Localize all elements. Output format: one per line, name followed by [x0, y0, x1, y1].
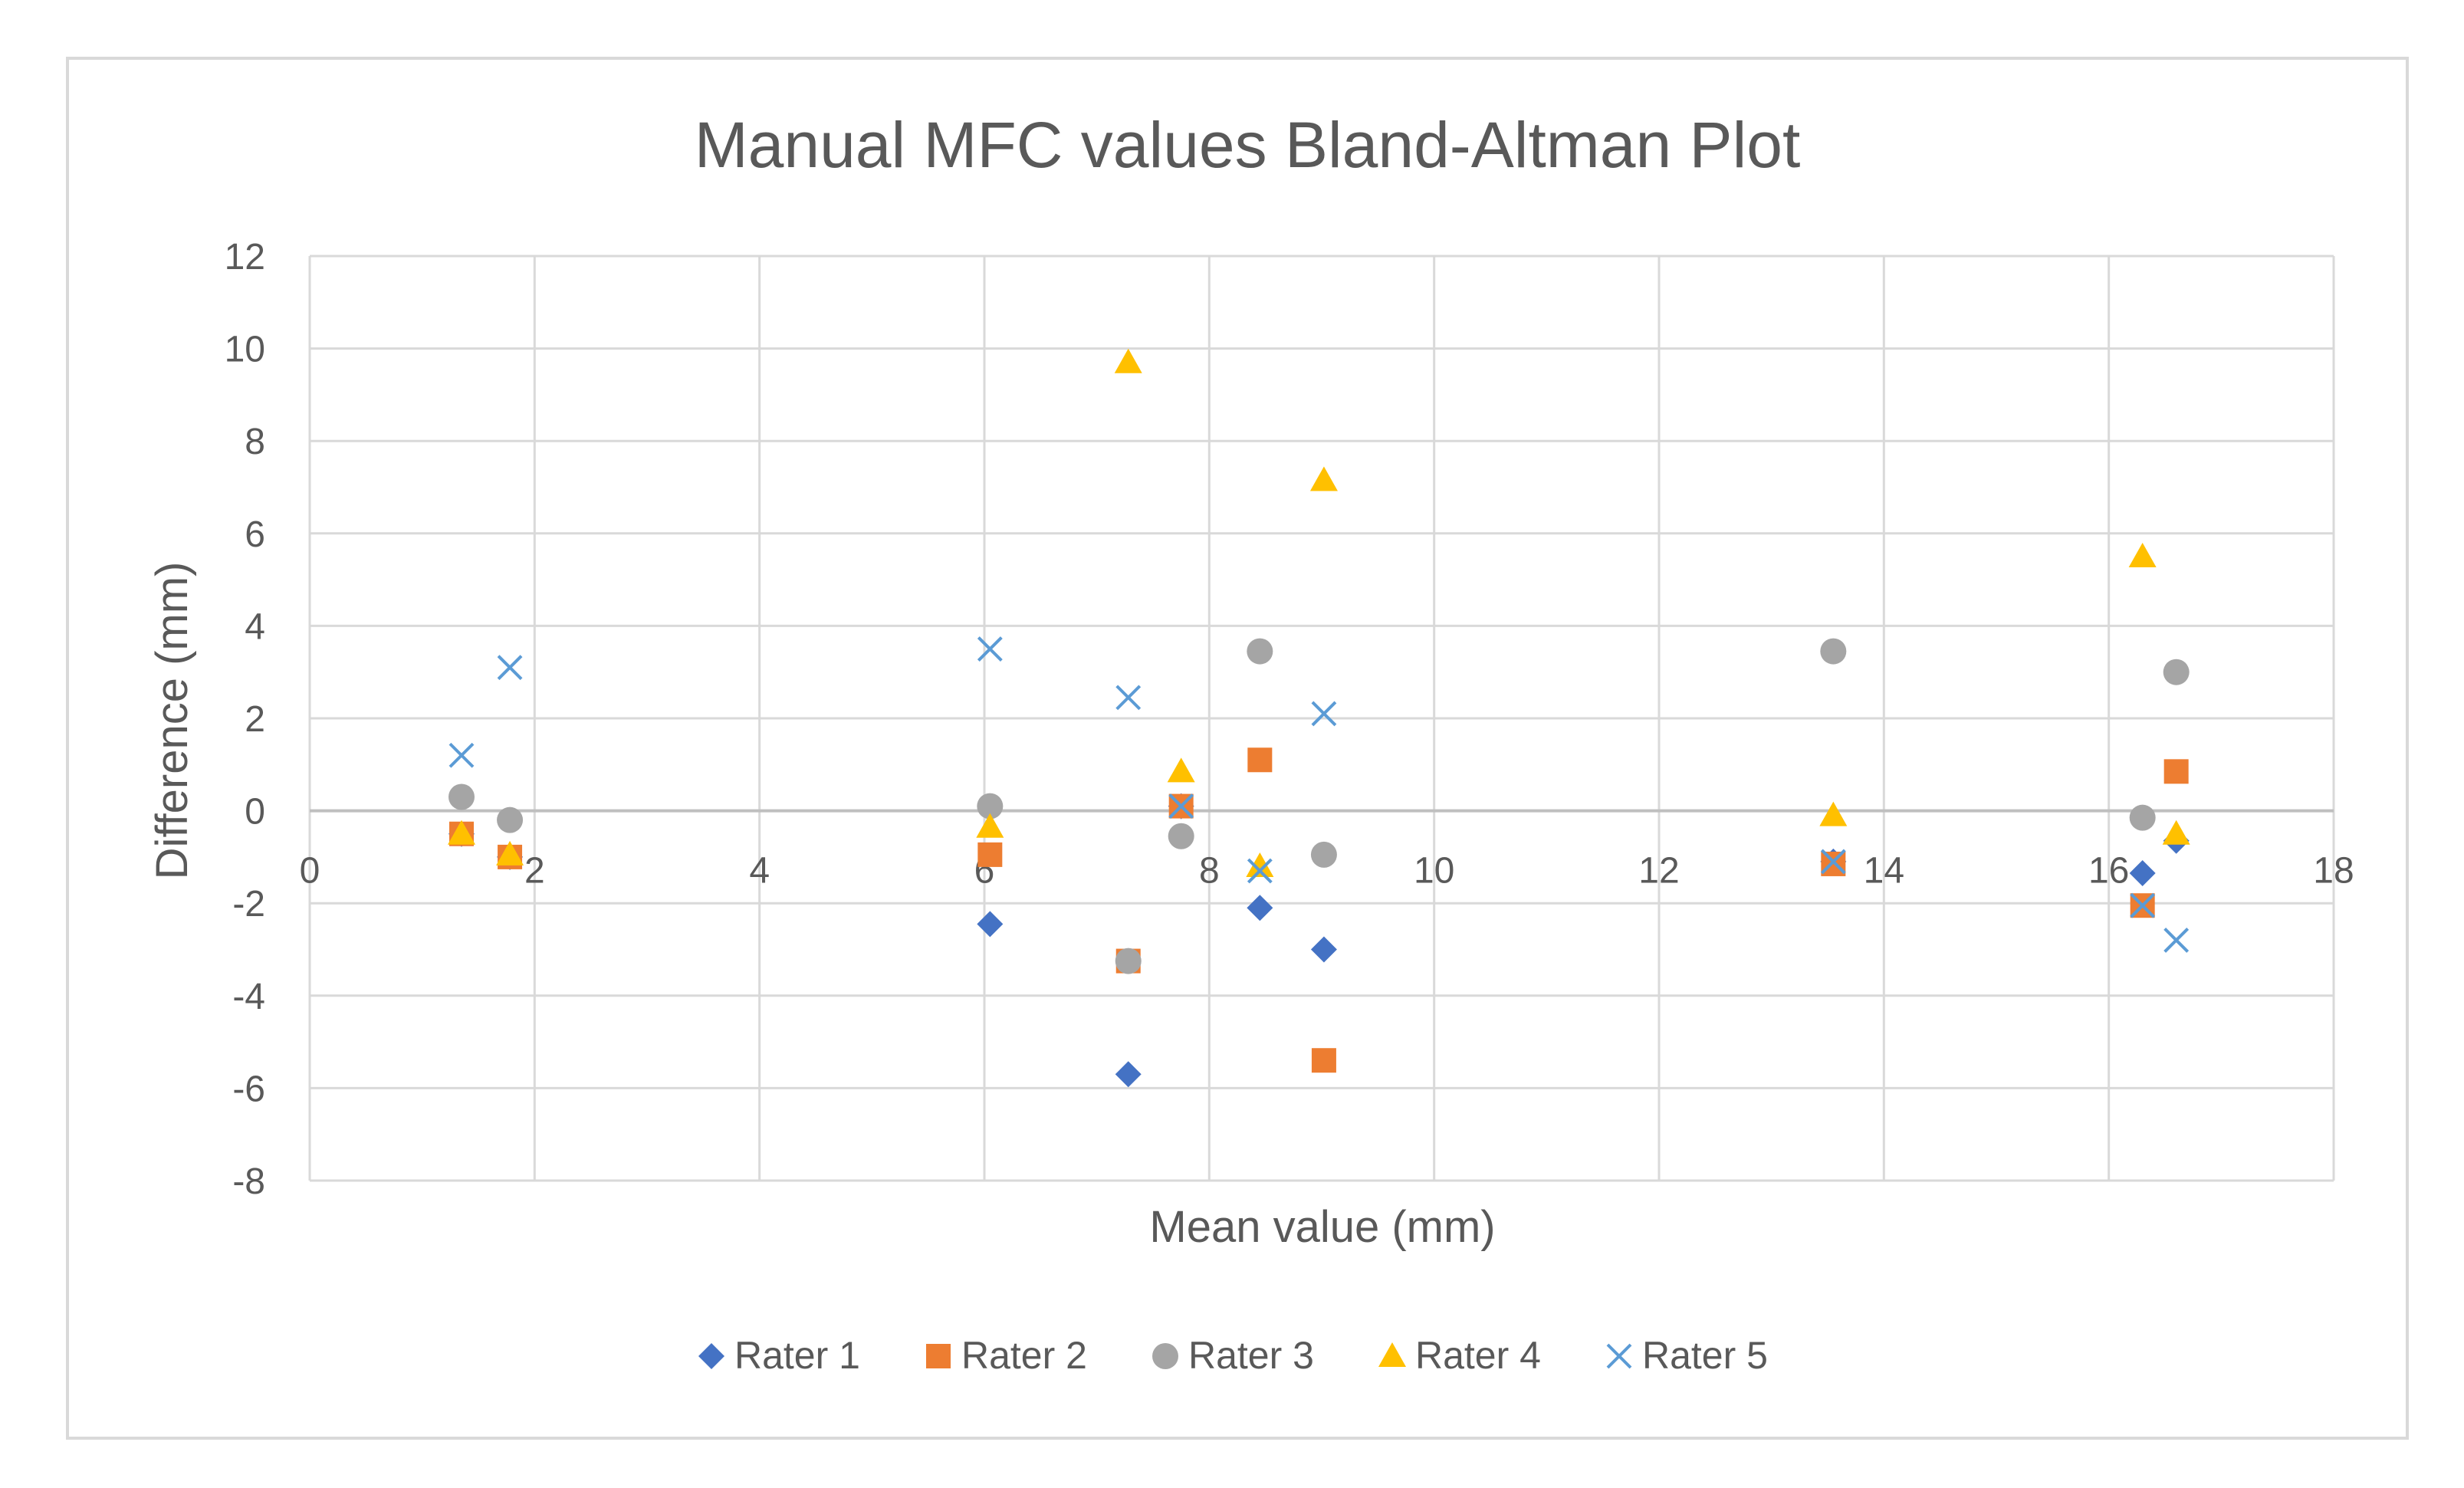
data-point: [1115, 948, 1142, 974]
legend-marker: [926, 1344, 951, 1368]
data-point: [1247, 858, 1273, 884]
data-point: [977, 911, 1004, 938]
data-point: [497, 655, 523, 681]
legend-item: Rater 5: [1606, 1334, 1768, 1377]
x-stroke: [1168, 793, 1194, 819]
x-stroke: [1820, 849, 1846, 875]
data-point: [2162, 820, 2190, 845]
data-point: [2128, 542, 2157, 567]
data-point: [1168, 823, 1194, 849]
series-rater-2: [449, 747, 2189, 1073]
data-point: [976, 813, 1004, 838]
data-point: [1246, 852, 1274, 877]
legend-label: Rater 5: [1642, 1334, 1768, 1377]
data-point: [977, 842, 1003, 867]
x-stroke: [1247, 858, 1273, 884]
data-point: [1167, 757, 1195, 783]
data-point: [977, 793, 1004, 820]
x-tick-label: 12: [1638, 851, 1679, 892]
legend-item: Rater 3: [1152, 1334, 1314, 1377]
data-point: [1247, 747, 1273, 773]
data-point: [1821, 851, 1846, 876]
y-tick-label: -6: [232, 1069, 265, 1109]
data-point: [1309, 466, 1338, 491]
x-tick-label: 10: [1414, 851, 1454, 892]
legend-label: Rater 1: [734, 1334, 860, 1377]
data-point: [2163, 659, 2190, 685]
legend-item: Rater 1: [698, 1334, 860, 1377]
x-tick-label: 16: [2088, 851, 2129, 892]
data-point: [1311, 1048, 1336, 1073]
y-tick-label: 2: [245, 699, 265, 740]
data-point: [1819, 801, 1848, 826]
y-tick-label: 10: [225, 330, 265, 370]
data-point: [1310, 841, 1337, 868]
data-point: [1168, 793, 1194, 819]
y-tick-label: 12: [225, 237, 265, 278]
y-axis-title: Difference (mm): [147, 562, 197, 880]
data-point: [1115, 685, 1142, 711]
series-rater-4: [448, 348, 2190, 877]
legend-marker: [1152, 1343, 1178, 1369]
data-points: [448, 348, 2190, 1088]
data-point: [1311, 701, 1337, 727]
x-tick-label: 18: [2313, 851, 2354, 892]
legend-marker: [698, 1343, 724, 1369]
series-rater-5: [448, 636, 2190, 953]
data-point: [1820, 638, 1847, 665]
x-tick-label: 14: [1864, 851, 1904, 892]
legend-item: Rater 2: [926, 1334, 1087, 1377]
series-rater-3: [448, 638, 2190, 974]
chart-title: Manual MFC values Bland-Altman Plot: [695, 109, 1801, 181]
x-stroke: [1606, 1343, 1632, 1369]
legend-marker: [1378, 1342, 1406, 1367]
x-stroke: [448, 742, 475, 768]
gridlines: [308, 255, 2335, 1182]
data-point: [1247, 638, 1273, 665]
x-tick-label: 8: [1199, 851, 1220, 892]
y-tick-label: -4: [232, 977, 265, 1017]
data-point: [1310, 936, 1337, 963]
data-point: [448, 783, 475, 810]
y-tick-label: 0: [245, 792, 265, 833]
data-point: [496, 840, 524, 866]
x-stroke: [977, 636, 1003, 662]
data-point: [1115, 1061, 1142, 1088]
data-point: [1114, 348, 1142, 373]
x-tick-label: 4: [749, 851, 770, 892]
x-stroke: [1115, 685, 1142, 711]
legend: Rater 1 Rater 2 Rater 3 Rater 4 Rater 5: [698, 1334, 1768, 1377]
x-stroke: [497, 655, 523, 681]
data-point: [2130, 892, 2156, 918]
x-tick-label: 2: [524, 851, 545, 892]
data-point: [977, 636, 1003, 662]
y-tick-label: 6: [245, 514, 265, 555]
x-axis-title: Mean value (mm): [1149, 1202, 1495, 1252]
legend-label: Rater 3: [1188, 1334, 1314, 1377]
data-point: [1247, 895, 1273, 921]
x-tick-label: 0: [300, 851, 320, 892]
legend-marker: [1606, 1343, 1632, 1369]
data-point: [497, 806, 524, 833]
y-tick-label: -8: [232, 1161, 265, 1202]
x-stroke: [2130, 892, 2156, 918]
y-tick-label: 8: [245, 422, 265, 462]
legend-label: Rater 2: [961, 1334, 1087, 1377]
y-tick-label: 4: [245, 606, 265, 647]
data-point: [1820, 849, 1846, 875]
legend-label: Rater 4: [1415, 1334, 1541, 1377]
y-tick-label: -2: [232, 884, 265, 925]
data-point: [448, 820, 475, 845]
x-stroke: [1311, 701, 1337, 727]
legend-item: Rater 4: [1378, 1334, 1541, 1377]
data-point: [2129, 804, 2156, 831]
data-point: [2129, 860, 2156, 887]
x-stroke: [2163, 928, 2190, 953]
data-point: [2163, 759, 2189, 784]
series-rater-1: [448, 793, 2190, 1088]
data-point: [2163, 928, 2190, 953]
data-point: [448, 742, 475, 768]
